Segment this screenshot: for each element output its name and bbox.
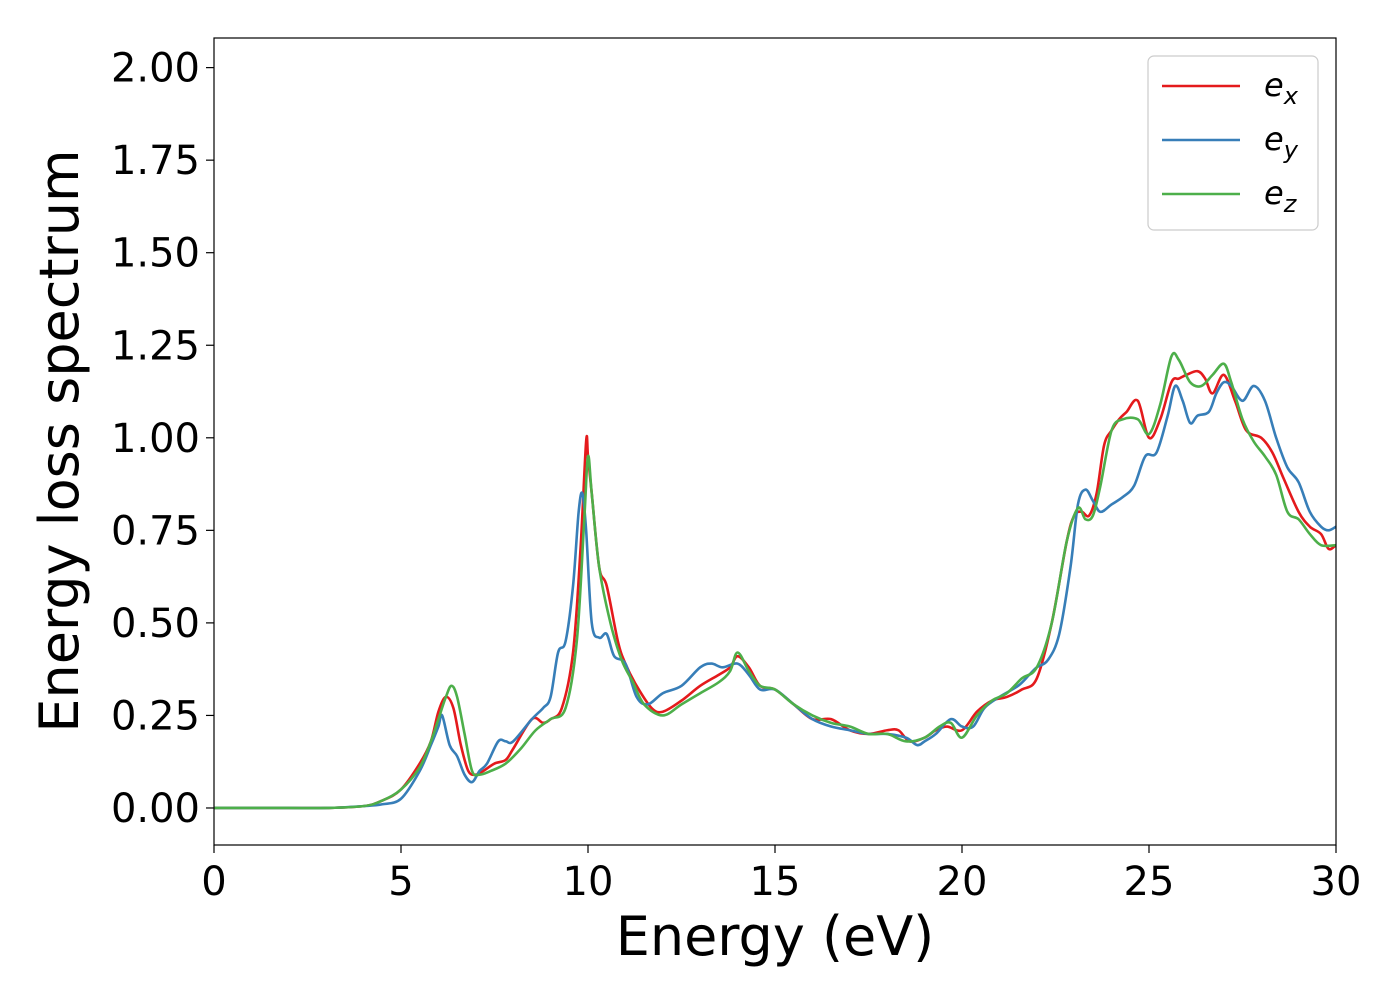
legend-label-main: e	[1264, 174, 1284, 212]
legend-label-subscript: x	[1283, 82, 1299, 110]
legend-label-z: ez	[1264, 174, 1298, 218]
legend-box	[1147, 55, 1319, 231]
x-axis-label: Energy (eV)	[616, 905, 935, 968]
x-tick-label: 20	[937, 859, 988, 905]
legend-label-y: ey	[1264, 120, 1299, 164]
y-tick-label: 1.25	[111, 323, 200, 369]
series-line-x	[214, 369, 1336, 810]
legend-label-subscript: y	[1283, 136, 1299, 164]
x-tick-label: 25	[1124, 859, 1175, 905]
y-tick-label: 1.00	[111, 416, 200, 462]
x-tick-label: 0	[201, 859, 226, 905]
legend-label-x: ex	[1264, 66, 1299, 110]
series-line-y	[214, 380, 1336, 810]
x-tick-label: 5	[388, 859, 413, 905]
series-line-z	[214, 351, 1336, 810]
x-tick-label: 30	[1311, 859, 1362, 905]
x-tick-label: 15	[750, 859, 801, 905]
y-tick-label: 0.00	[111, 786, 200, 832]
legend-label-subscript: z	[1283, 190, 1298, 218]
y-tick-label: 1.50	[111, 231, 200, 277]
legend-label-main: e	[1264, 66, 1284, 104]
y-tick-label: 1.75	[111, 138, 200, 184]
x-axis-ticks: 0 5 10 15 20 25 30	[201, 845, 1361, 905]
y-tick-label: 0.50	[111, 601, 200, 647]
y-tick-label: 0.25	[111, 693, 200, 739]
y-axis-ticks: 0.00 0.25 0.50 0.75 1.00 1.25 1.50 1.75 2.00	[111, 46, 214, 832]
series-layer	[214, 351, 1336, 810]
x-tick-label: 10	[563, 859, 614, 905]
y-tick-label: 2.00	[111, 46, 200, 92]
legend-label-main: e	[1264, 120, 1284, 158]
y-tick-label: 0.75	[111, 508, 200, 554]
y-axis-label: Energy loss spectrum	[28, 149, 91, 732]
